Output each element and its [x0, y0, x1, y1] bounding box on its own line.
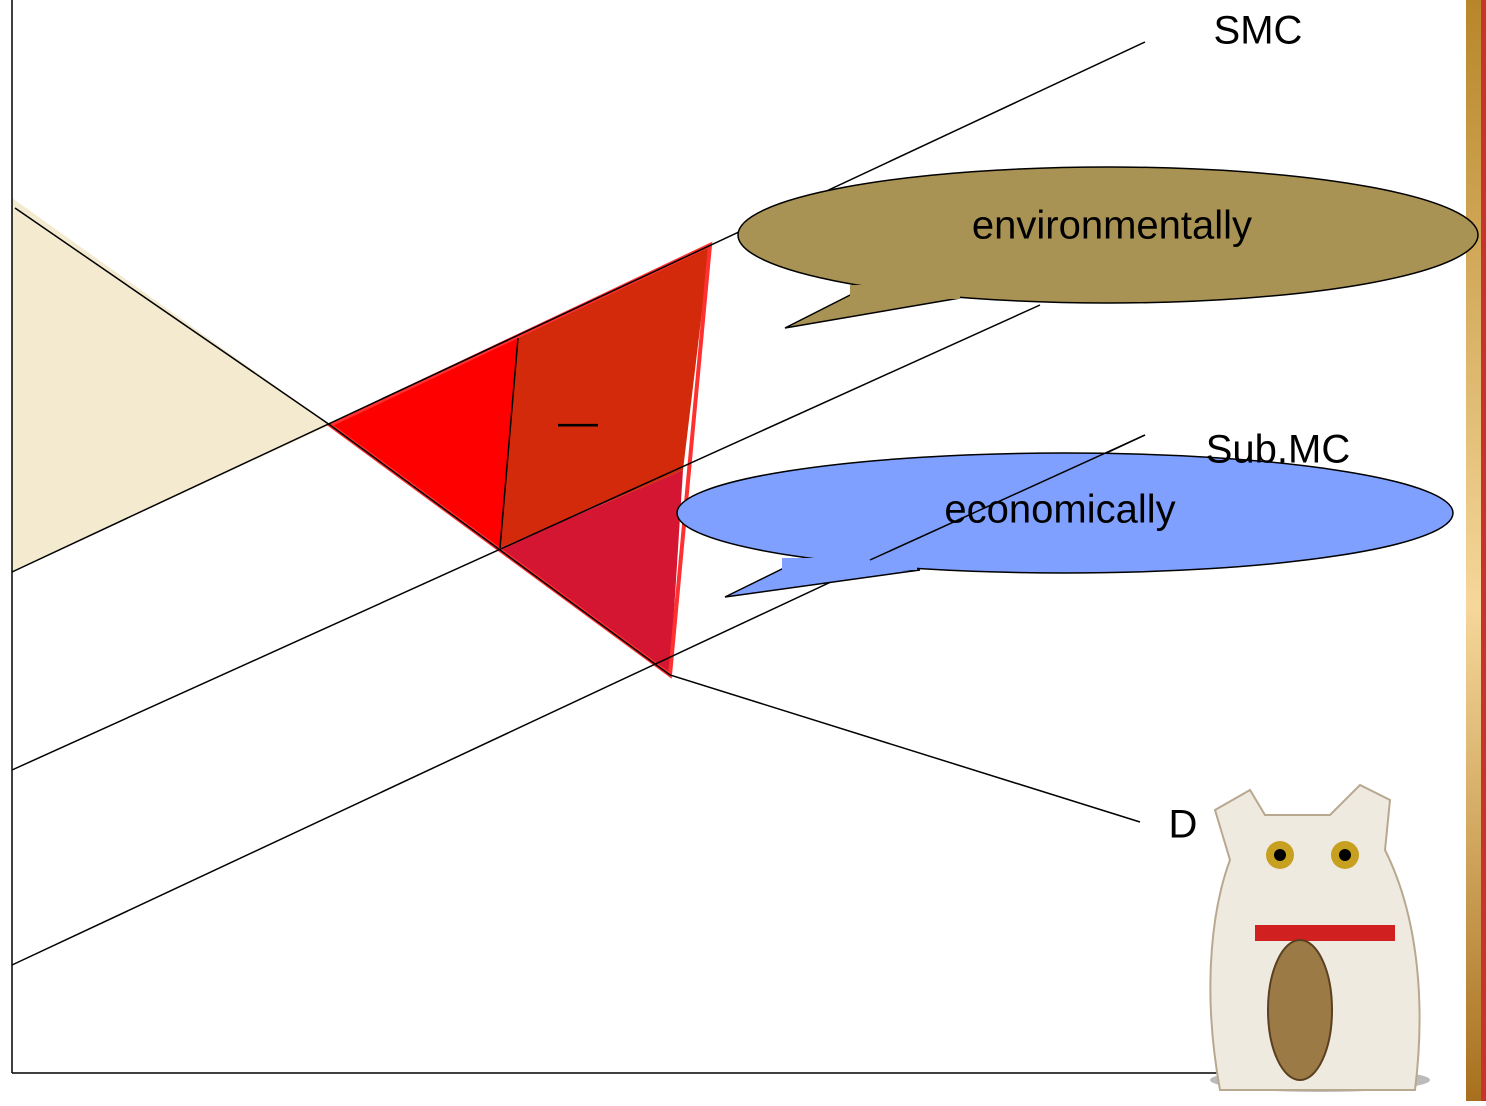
edge-stripe	[1481, 0, 1486, 1101]
area-sign: —	[558, 401, 598, 445]
loss-area	[500, 245, 710, 548]
callout-text: economically	[944, 488, 1175, 532]
environmental-callout: environmentally	[737, 166, 1479, 329]
divider	[499, 337, 519, 549]
lucky-cat	[1209, 783, 1430, 1092]
surplus-area	[12, 198, 330, 572]
callout-text: environmentally	[972, 204, 1252, 248]
smc-line	[11, 41, 1146, 573]
loss-area	[330, 338, 518, 548]
mc-line	[11, 304, 1041, 771]
sub-mc-line	[869, 434, 1146, 561]
loss-area	[500, 470, 683, 675]
curve-label: D	[1169, 803, 1198, 847]
demand-line	[14, 207, 1141, 823]
curve-label: Sub.MC	[1206, 428, 1351, 472]
economic-callout: economically	[676, 452, 1454, 598]
curve-label: SMC	[1214, 9, 1303, 53]
